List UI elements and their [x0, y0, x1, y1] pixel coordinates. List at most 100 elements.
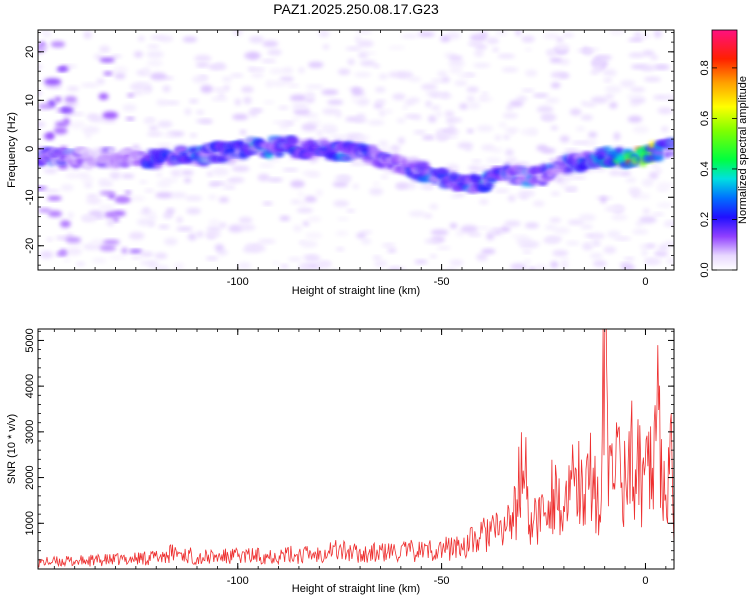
- noise-blob: [302, 255, 318, 260]
- noise-blob: [388, 266, 406, 270]
- noise-blob: [99, 45, 111, 53]
- ridge-blob: [200, 158, 214, 163]
- noise-blob: [270, 80, 288, 87]
- noise-blob: [38, 121, 46, 128]
- noise-blob: [67, 242, 82, 246]
- noise-blob: [170, 169, 182, 177]
- noise-blob: [133, 51, 144, 58]
- noise-blob: [459, 103, 469, 110]
- noise-blob: [580, 114, 594, 121]
- noise-blob: [566, 185, 577, 191]
- noise-blob: [569, 175, 587, 180]
- noise-blob: [63, 117, 70, 126]
- noise-blob: [378, 109, 386, 117]
- noise-blob: [252, 244, 266, 253]
- noise-blob: [626, 94, 644, 99]
- noise-blob: [644, 258, 658, 264]
- noise-blob: [546, 50, 555, 54]
- noise-blob: [300, 240, 318, 248]
- noise-blob: [330, 135, 348, 140]
- noise-blob: [293, 108, 311, 116]
- noise-blob: [99, 57, 115, 63]
- noise-blob: [244, 51, 261, 60]
- noise-blob: [102, 239, 120, 245]
- noise-blob: [524, 222, 540, 229]
- noise-blob: [529, 267, 536, 270]
- y-tick-label: 10: [24, 94, 36, 106]
- noise-blob: [278, 106, 289, 110]
- noise-blob: [501, 67, 519, 73]
- noise-blob: [588, 131, 598, 138]
- noise-blob: [592, 64, 604, 73]
- noise-blob: [173, 263, 185, 270]
- noise-blob: [455, 230, 465, 237]
- noise-blob: [67, 212, 74, 219]
- ridge-blob: [414, 166, 424, 171]
- noise-blob: [113, 66, 128, 74]
- noise-blob: [96, 78, 105, 85]
- noise-blob: [228, 177, 245, 183]
- noise-blob: [305, 91, 315, 100]
- noise-blob: [422, 135, 435, 140]
- noise-blob: [550, 191, 561, 196]
- noise-blob: [603, 78, 613, 83]
- noise-blob: [550, 125, 559, 131]
- noise-blob: [114, 196, 131, 203]
- noise-blob: [297, 192, 304, 197]
- noise-blob: [630, 87, 646, 93]
- noise-blob: [445, 164, 460, 172]
- noise-blob: [208, 194, 217, 200]
- noise-blob: [608, 205, 626, 212]
- noise-blob: [620, 264, 635, 270]
- ridge-blob: [614, 147, 624, 154]
- noise-blob: [629, 97, 646, 104]
- noise-blob: [180, 170, 194, 176]
- noise-blob: [195, 63, 210, 67]
- ridge-blob: [602, 146, 613, 151]
- noise-blob: [590, 96, 609, 104]
- noise-blob: [468, 232, 482, 237]
- ridge-blob: [449, 171, 458, 177]
- noise-blob: [218, 222, 227, 228]
- noise-blob: [497, 54, 516, 59]
- noise-blob: [232, 113, 249, 121]
- noise-blob: [186, 207, 201, 215]
- noise-blob: [231, 165, 250, 172]
- noise-blob: [146, 132, 163, 137]
- noise-blob: [378, 140, 389, 147]
- noise-blob: [102, 111, 119, 120]
- noise-blob: [550, 82, 561, 89]
- noise-blob: [104, 210, 118, 219]
- noise-blob: [106, 219, 115, 227]
- noise-blob: [318, 30, 330, 38]
- noise-blob: [192, 75, 208, 84]
- noise-blob: [305, 84, 324, 89]
- ridge-blob: [537, 181, 548, 185]
- noise-blob: [430, 79, 444, 83]
- noise-blob: [374, 260, 388, 267]
- noise-blob: [567, 219, 585, 225]
- noise-blob: [230, 73, 244, 78]
- noise-blob: [234, 98, 242, 106]
- ridge-blob: [484, 182, 495, 187]
- noise-blob: [609, 101, 618, 109]
- noise-blob: [585, 102, 596, 107]
- noise-blob: [498, 122, 508, 128]
- noise-blob: [430, 229, 449, 236]
- noise-blob: [656, 182, 673, 190]
- noise-blob: [380, 175, 389, 179]
- noise-blob: [259, 163, 275, 168]
- noise-blob: [85, 131, 92, 139]
- noise-blob: [549, 217, 562, 223]
- noise-blob: [431, 105, 441, 111]
- noise-blob: [38, 103, 52, 109]
- noise-blob: [335, 230, 349, 237]
- noise-blob: [545, 97, 560, 104]
- noise-blob: [345, 46, 362, 51]
- noise-blob: [211, 167, 229, 176]
- noise-blob: [627, 38, 644, 42]
- noise-blob: [80, 177, 94, 183]
- noise-blob: [652, 64, 670, 70]
- noise-blob: [441, 76, 451, 83]
